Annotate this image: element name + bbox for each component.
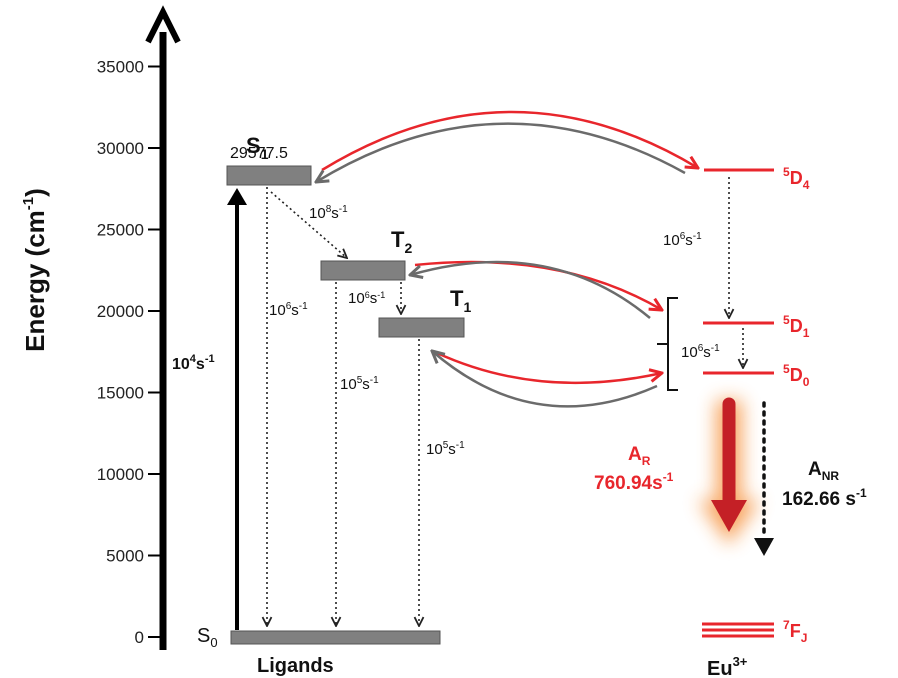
axis-ticks: 0 5000 10000 15000 20000 25000 30000 35000 bbox=[97, 58, 163, 647]
axis-arrow-icon bbox=[145, 5, 181, 44]
d4-d1-rate: 106s-1 bbox=[663, 231, 702, 249]
s1-energy: 29577.5 bbox=[230, 145, 288, 162]
s1-s0-rate: 106s-1 bbox=[269, 301, 308, 319]
nonradiative-arrowhead-icon bbox=[754, 538, 774, 556]
nonradiative-label: ANR bbox=[808, 459, 839, 483]
d0-label: 5D0 bbox=[783, 362, 810, 389]
s1-level bbox=[226, 165, 312, 186]
axis-tick-label: 5000 bbox=[106, 547, 144, 566]
axis-title: Energy (cm-1) bbox=[20, 188, 50, 352]
nonradiative-value: 162.66 s-1 bbox=[782, 486, 867, 510]
d4-to-s1-backtransfer-arrow bbox=[316, 122, 686, 182]
d1-to-t2-backtransfer-arrow bbox=[410, 260, 651, 319]
d0-to-t1-backtransfer-arrow bbox=[432, 351, 658, 408]
t2-level bbox=[320, 260, 406, 281]
d1-d0-rate: 106s-1 bbox=[681, 343, 720, 361]
d4-label: 5D4 bbox=[783, 165, 810, 192]
fj-levels bbox=[702, 622, 774, 638]
energy-axis: 0 5000 10000 15000 20000 25000 30000 35000 Ener… bbox=[20, 5, 181, 650]
d1-label: 5D1 bbox=[783, 313, 810, 340]
radiative-arrow bbox=[698, 397, 760, 545]
ligands-label: Ligands bbox=[257, 655, 334, 677]
t1-s0-rate: 105s-1 bbox=[426, 440, 465, 458]
s1-t2-rate: 108s-1 bbox=[309, 204, 348, 222]
axis-tick-label: 0 bbox=[135, 628, 144, 647]
axis-tick-label: 30000 bbox=[97, 139, 144, 158]
s0-label: S0 bbox=[197, 625, 218, 650]
axis-tick-label: 25000 bbox=[97, 221, 144, 240]
s1-label: S1 bbox=[246, 133, 269, 162]
axis-tick-label: 35000 bbox=[97, 58, 144, 77]
t1-to-d0-transfer-arrow bbox=[436, 351, 662, 385]
coupling-bracket bbox=[667, 297, 678, 391]
fj-label: 7FJ bbox=[783, 618, 807, 645]
s1-to-d4-transfer-arrow bbox=[321, 110, 698, 172]
radiative-label: AR bbox=[628, 444, 651, 468]
radiative-value: 760.94s-1 bbox=[594, 470, 674, 494]
axis-tick-label: 15000 bbox=[97, 384, 144, 403]
excitation-rate: 104s-1 bbox=[172, 353, 215, 373]
t2-label: T2 bbox=[391, 227, 412, 256]
s1-to-t2-arrow bbox=[270, 191, 347, 258]
t2-s0-rate: 105s-1 bbox=[340, 375, 379, 393]
t1-level bbox=[378, 317, 465, 338]
t1-label: T1 bbox=[450, 286, 471, 315]
excitation-arrowhead-icon bbox=[227, 188, 247, 205]
eu-label: Eu3+ bbox=[707, 654, 748, 678]
t2-t1-rate: 106s-1 bbox=[348, 290, 385, 307]
axis-tick-label: 10000 bbox=[97, 465, 144, 484]
axis-tick-label: 20000 bbox=[97, 302, 144, 321]
s0-level bbox=[230, 630, 441, 645]
